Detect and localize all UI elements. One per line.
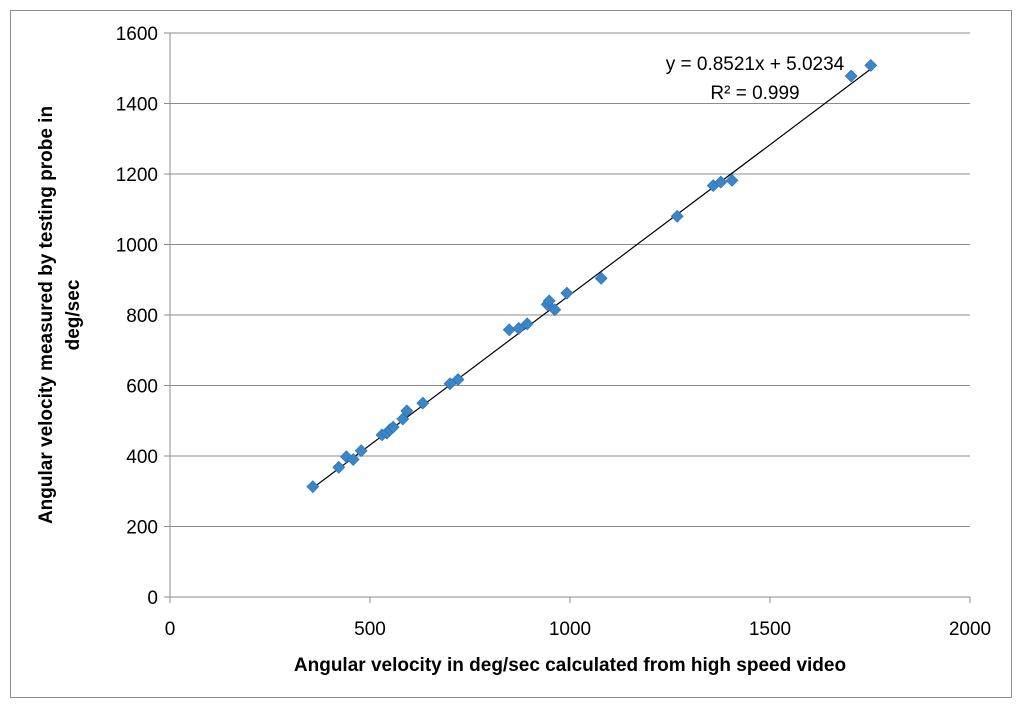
data-point-4 bbox=[354, 444, 368, 458]
y-axis-title-line-2: deg/sec bbox=[63, 279, 84, 350]
data-point-19 bbox=[548, 303, 562, 317]
trendline-equation: y = 0.8521x + 5.0234 bbox=[666, 54, 845, 75]
y-tick-label-400: 400 bbox=[126, 447, 158, 468]
data-point-27 bbox=[864, 59, 878, 72]
axes bbox=[164, 32, 971, 603]
chart-frame bbox=[10, 10, 1012, 698]
y-axis-title-line-1: Angular velocity measured by testing pro… bbox=[36, 106, 57, 524]
data-point-16 bbox=[520, 317, 534, 331]
data-point-0 bbox=[306, 480, 320, 494]
data-point-25 bbox=[725, 173, 739, 187]
x-tick-label-0: 0 bbox=[165, 619, 176, 640]
data-point-15 bbox=[512, 321, 526, 335]
data-point-21 bbox=[594, 271, 608, 285]
data-point-24 bbox=[714, 175, 728, 189]
data-point-11 bbox=[416, 396, 430, 410]
data-point-22 bbox=[670, 209, 684, 223]
data-point-20 bbox=[560, 286, 574, 300]
y-tick-label-800: 800 bbox=[126, 306, 158, 327]
data-point-26 bbox=[844, 69, 858, 83]
x-tick-label-1000: 1000 bbox=[549, 619, 591, 640]
y-tick-label-0: 0 bbox=[147, 588, 158, 609]
data-point-14 bbox=[502, 323, 516, 337]
y-tick-label-200: 200 bbox=[126, 518, 158, 539]
x-tick-label-2000: 2000 bbox=[949, 619, 991, 640]
y-tick-label-1200: 1200 bbox=[116, 165, 158, 186]
x-tick-label-1500: 1500 bbox=[749, 619, 791, 640]
x-axis-title: Angular velocity in deg/sec calculated f… bbox=[294, 655, 846, 676]
y-tick-label-1000: 1000 bbox=[116, 236, 158, 257]
data-point-10 bbox=[400, 404, 414, 418]
data-point-13 bbox=[451, 373, 465, 386]
data-point-3 bbox=[346, 453, 360, 466]
r-squared-label: R² = 0.999 bbox=[710, 83, 799, 104]
y-tick-label-1400: 1400 bbox=[116, 95, 158, 116]
y-tick-label-600: 600 bbox=[126, 377, 158, 398]
gridlines bbox=[170, 32, 970, 527]
data-point-8 bbox=[386, 420, 400, 434]
tick-labels: 0 200 400 600 800 1000 1200 1400 1600 0 500 1000 150… bbox=[116, 24, 991, 640]
data-point-18 bbox=[542, 294, 556, 308]
data-point-1 bbox=[332, 460, 346, 474]
data-points bbox=[306, 59, 878, 494]
x-tick-label-500: 500 bbox=[354, 619, 386, 640]
y-axis-title: Angular velocity measured by testing pro… bbox=[36, 106, 84, 524]
y-tick-label-1600: 1600 bbox=[116, 24, 158, 45]
